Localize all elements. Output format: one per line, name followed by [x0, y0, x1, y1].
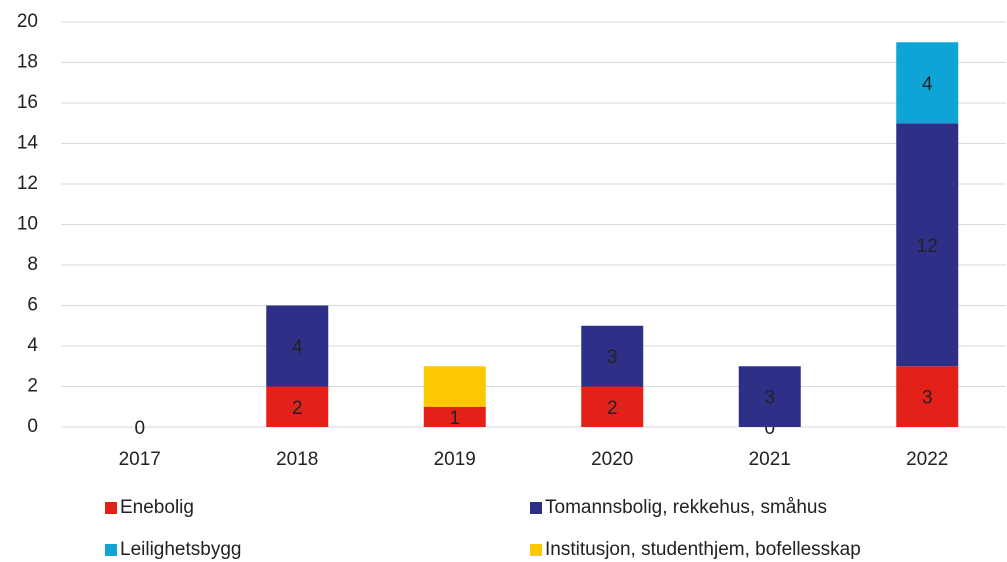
y-tick-label: 20 [17, 11, 38, 32]
data-label: 2 [292, 398, 303, 419]
bar-segment [738, 366, 801, 427]
bar-segment [581, 386, 644, 427]
legend-swatch [105, 502, 117, 514]
y-tick-label: 10 [17, 214, 38, 235]
data-label: 4 [292, 337, 303, 358]
x-tick-label: 2022 [906, 449, 948, 470]
y-tick-label: 14 [17, 133, 39, 154]
y-tick-label: 0 [27, 416, 38, 437]
data-label: 4 [922, 74, 933, 95]
bar-segment [423, 406, 486, 427]
data-label: 0 [134, 418, 145, 439]
y-tick-label: 4 [27, 335, 38, 356]
legend-label: Leilighetsbygg [120, 539, 241, 560]
bar-segment [896, 366, 959, 427]
data-label: 3 [607, 347, 618, 368]
x-tick-label: 2017 [119, 449, 161, 470]
x-tick-label: 2021 [749, 449, 791, 470]
bar-segment [266, 305, 329, 387]
data-label: 0 [764, 418, 775, 439]
y-tick-label: 2 [27, 376, 38, 397]
data-label: 2 [607, 398, 618, 419]
y-tick-label: 6 [27, 295, 38, 316]
y-tick-label: 18 [17, 52, 38, 73]
bar-segment [423, 366, 486, 407]
legend-label: Institusjon, studenthjem, bofellesskap [545, 539, 861, 560]
bar-segment [896, 123, 959, 367]
x-tick-label: 2018 [276, 449, 318, 470]
data-label: 1 [449, 408, 460, 429]
data-label: 3 [922, 388, 933, 409]
bar-segment [266, 386, 329, 427]
legend-swatch [530, 544, 542, 556]
legend-swatch [105, 544, 117, 556]
y-tick-label: 12 [17, 173, 38, 194]
x-tick-label: 2019 [434, 449, 476, 470]
y-tick-label: 16 [17, 92, 38, 113]
legend-label: Tomannsbolig, rekkehus, småhus [545, 497, 827, 518]
data-label: 12 [917, 236, 938, 257]
legend-label: Enebolig [120, 497, 194, 518]
x-tick-label: 2020 [591, 449, 633, 470]
data-label: 3 [764, 388, 775, 409]
legend-swatch [530, 502, 542, 514]
bar-segment [896, 42, 959, 124]
y-tick-label: 8 [27, 254, 38, 275]
bar-segment [581, 325, 644, 387]
